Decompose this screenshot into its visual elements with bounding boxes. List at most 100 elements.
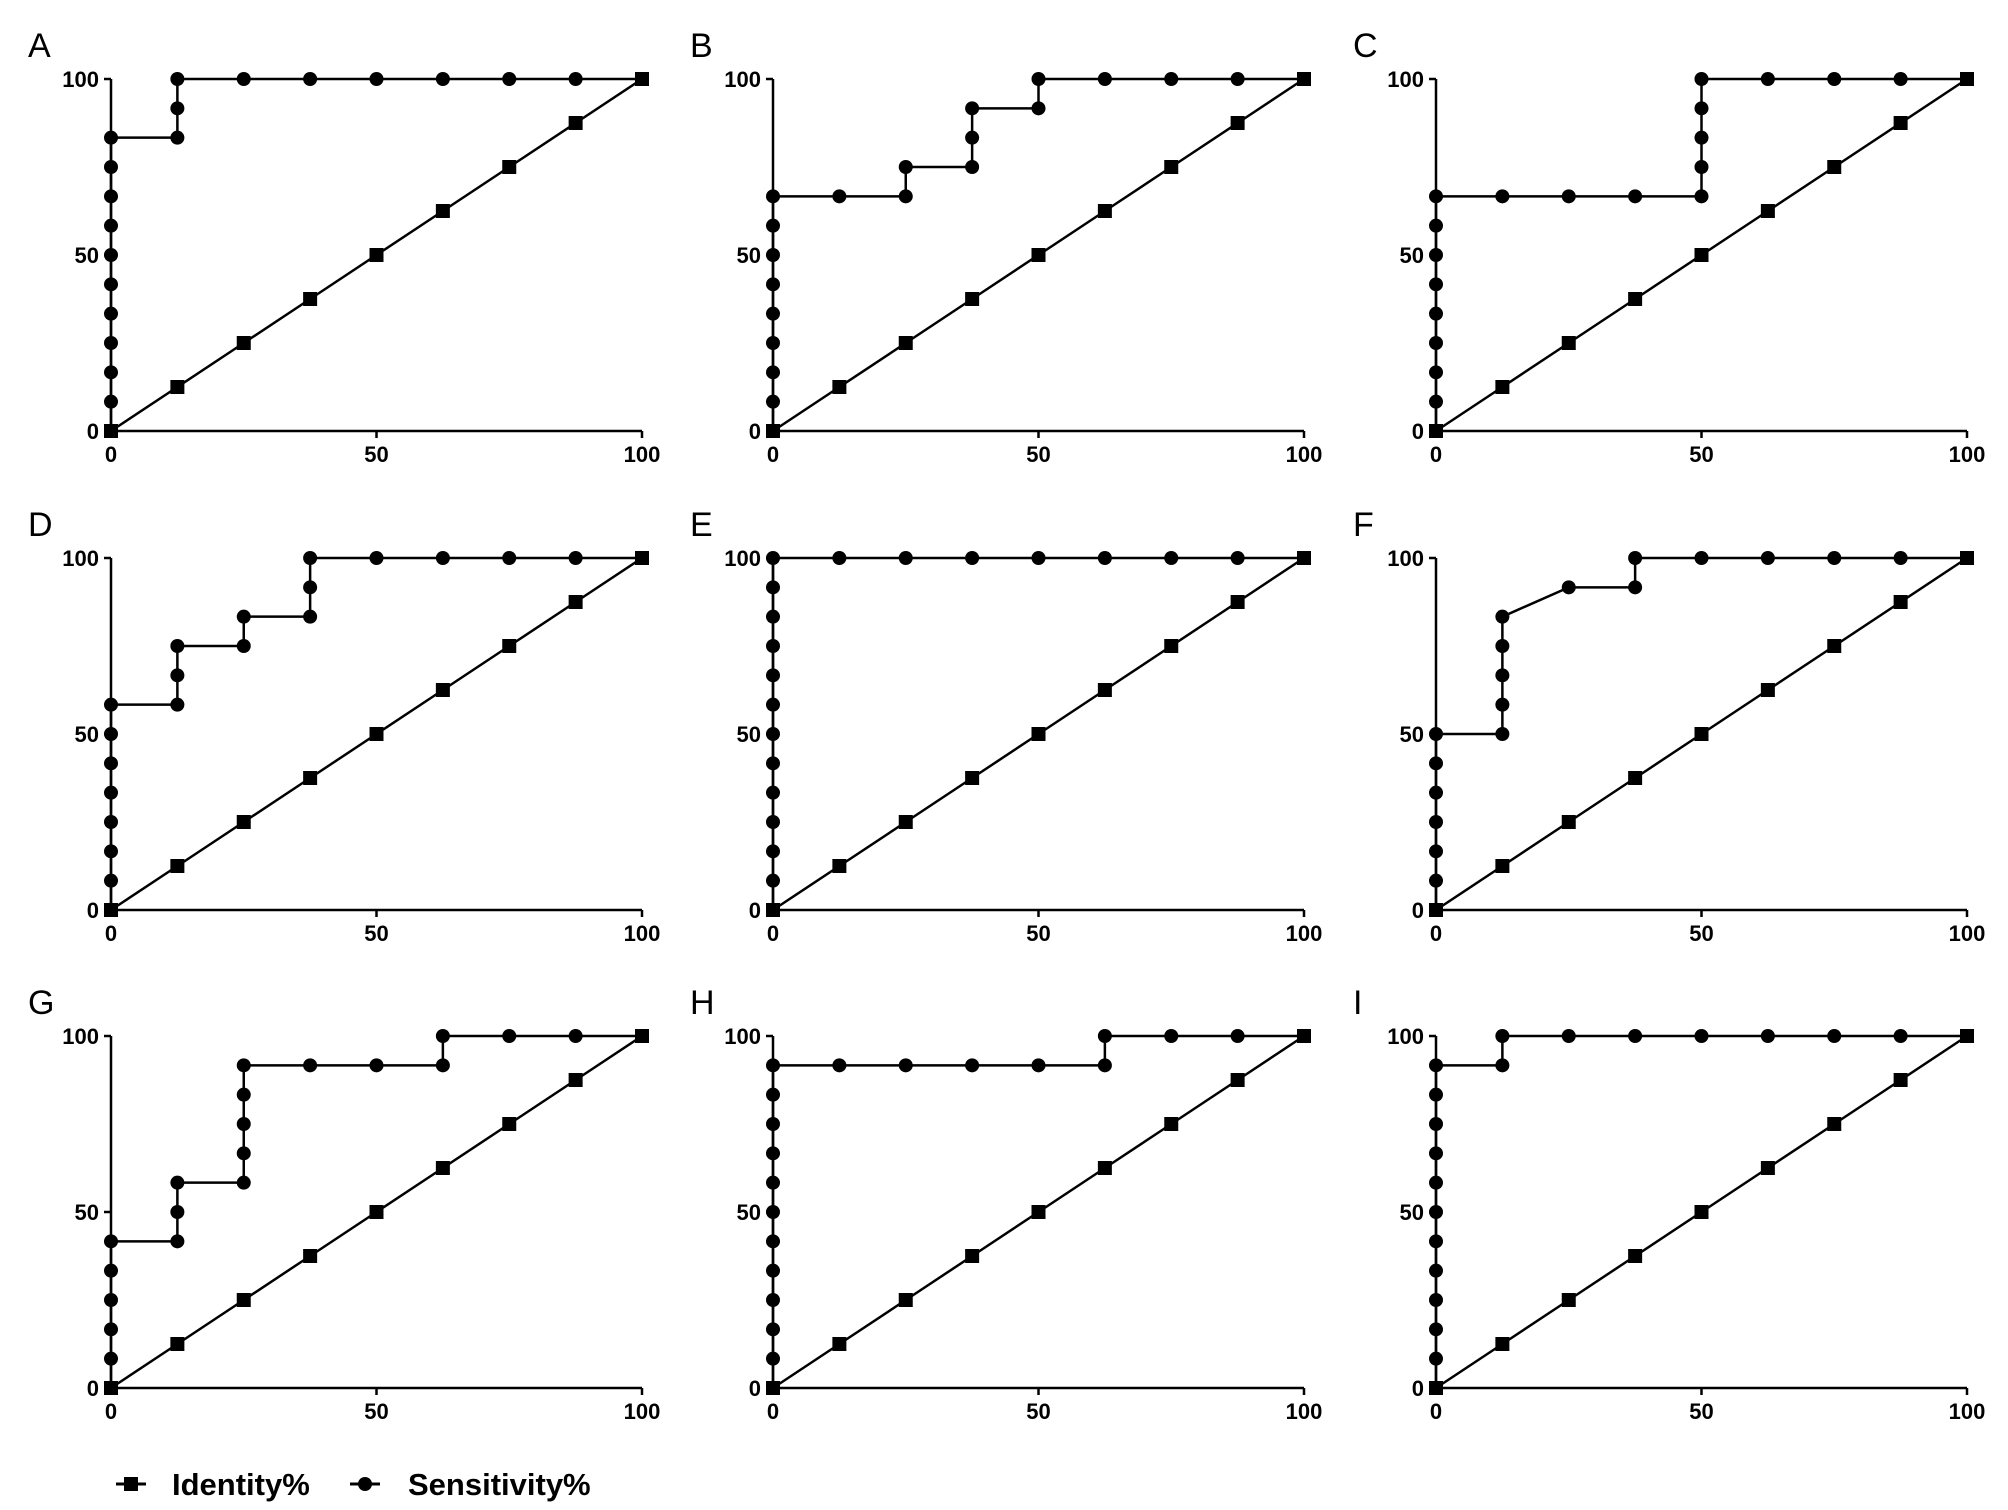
identity-point-f-3	[1628, 771, 1643, 785]
identity-point-i-7	[1893, 1073, 1908, 1087]
identity-point-h-4	[1031, 1205, 1046, 1219]
identity-point-d-3	[303, 771, 318, 785]
panel-label-d: D	[28, 506, 53, 544]
identity-point-d-1	[170, 859, 185, 873]
sensitivity-point-a-14	[236, 72, 251, 86]
sensitivity-point-g-13	[236, 1058, 251, 1073]
sensitivity-point-c-4	[1429, 306, 1443, 321]
identity-point-b-1	[832, 380, 847, 394]
sensitivity-point-h-15	[1031, 1058, 1046, 1073]
sensitivity-point-i-13	[1495, 1029, 1510, 1043]
identity-point-f-1	[1495, 859, 1510, 873]
y-tick-label-d-0: 0	[87, 898, 99, 923]
sensitivity-point-c-2	[1429, 365, 1443, 380]
sensitivity-point-e-19	[1230, 551, 1245, 565]
identity-point-b-2	[898, 336, 913, 350]
y-tick-label-d-1: 50	[75, 722, 99, 747]
sensitivity-point-a-20	[635, 72, 649, 86]
y-tick-label-a-0: 0	[87, 419, 99, 444]
sensitivity-point-d-1	[104, 873, 118, 888]
identity-point-c-3	[1628, 292, 1643, 306]
x-tick-label-d-1: 50	[364, 921, 388, 946]
identity-point-h-7	[1230, 1073, 1245, 1087]
sensitivity-point-i-2	[1429, 1322, 1443, 1337]
sensitivity-point-b-11	[898, 160, 913, 174]
sensitivity-point-b-1	[766, 394, 780, 409]
identity-point-g-7	[568, 1073, 583, 1087]
x-tick-label-d-2: 100	[624, 921, 661, 946]
identity-point-c-1	[1495, 380, 1510, 394]
sensitivity-point-i-15	[1628, 1029, 1643, 1043]
sensitivity-point-f-11	[1495, 609, 1510, 624]
sensitivity-point-g-11	[236, 1117, 251, 1131]
sensitivity-point-i-8	[1429, 1146, 1443, 1161]
x-tick-label-g-1: 50	[364, 1399, 388, 1424]
sensitivity-point-h-7	[766, 1175, 780, 1190]
identity-point-h-3	[965, 1249, 980, 1263]
identity-point-c-6	[1827, 160, 1842, 174]
sensitivity-point-h-13	[898, 1058, 913, 1073]
sensitivity-point-f-7	[1495, 727, 1510, 741]
identity-point-g-1	[170, 1337, 185, 1351]
sensitivity-point-c-8	[1429, 189, 1443, 204]
sensitivity-point-h-19	[1230, 1029, 1245, 1043]
sensitivity-point-a-19	[568, 72, 583, 86]
y-tick-label-e-0: 0	[749, 898, 761, 923]
y-tick-label-f-1: 50	[1400, 722, 1424, 747]
x-tick-label-b-1: 50	[1026, 442, 1050, 467]
sensitivity-point-a-16	[369, 72, 384, 86]
sensitivity-point-i-11	[1429, 1058, 1443, 1073]
sensitivity-point-h-4	[766, 1263, 780, 1278]
sensitivity-point-a-17	[435, 72, 450, 86]
sensitivity-point-e-6	[766, 727, 780, 741]
identity-point-e-1	[832, 859, 847, 873]
sensitivity-point-b-5	[766, 277, 780, 292]
sensitivity-point-e-4	[766, 785, 780, 800]
sensitivity-point-d-6	[104, 727, 118, 741]
panel-e: E 0 50 100 0 50 100	[690, 506, 1322, 946]
sensitivity-point-a-15	[303, 72, 318, 86]
sensitivity-point-g-6	[170, 1234, 185, 1249]
identity-point-f-7	[1893, 595, 1908, 609]
sensitivity-point-i-4	[1429, 1263, 1443, 1278]
y-tick-label-a-2: 100	[62, 67, 99, 92]
sensitivity-point-f-4	[1429, 785, 1443, 800]
sensitivity-point-a-3	[104, 336, 118, 350]
sensitivity-point-e-16	[1031, 551, 1046, 565]
sensitivity-point-b-19	[1230, 72, 1245, 86]
sensitivity-point-g-10	[236, 1146, 251, 1161]
sensitivity-point-e-20	[1297, 551, 1311, 565]
sensitivity-point-b-15	[1031, 101, 1046, 116]
x-tick-label-b-0: 0	[767, 442, 779, 467]
y-tick-label-i-2: 100	[1387, 1024, 1424, 1049]
identity-point-b-3	[965, 292, 980, 306]
sensitivity-point-c-17	[1760, 72, 1775, 86]
sensitivity-point-h-8	[766, 1146, 780, 1161]
x-tick-label-a-1: 50	[364, 442, 388, 467]
sensitivity-point-b-20	[1297, 72, 1311, 86]
sensitivity-point-g-3	[104, 1293, 118, 1307]
sensitivity-point-i-3	[1429, 1293, 1443, 1307]
sensitivity-point-b-0	[766, 424, 780, 438]
identity-point-c-4	[1694, 248, 1709, 262]
sensitivity-point-f-9	[1495, 668, 1510, 683]
sensitivity-point-g-20	[635, 1029, 649, 1043]
sensitivity-point-e-0	[766, 903, 780, 917]
sensitivity-point-d-20	[635, 551, 649, 565]
identity-point-g-6	[502, 1117, 517, 1131]
sensitivity-point-d-10	[170, 639, 185, 653]
sensitivity-point-f-17	[1827, 551, 1842, 565]
panel-label-e: E	[690, 506, 713, 544]
sensitivity-point-d-0	[104, 903, 118, 917]
identity-point-c-2	[1561, 336, 1576, 350]
sensitivity-point-i-6	[1429, 1205, 1443, 1219]
sensitivity-point-f-0	[1429, 903, 1443, 917]
sensitivity-point-d-11	[236, 639, 251, 653]
sensitivity-point-e-8	[766, 668, 780, 683]
sensitivity-point-g-7	[170, 1205, 185, 1219]
sensitivity-point-a-4	[104, 306, 118, 321]
identity-point-d-7	[568, 595, 583, 609]
sensitivity-point-a-7	[104, 218, 118, 233]
sensitivity-point-e-9	[766, 639, 780, 653]
sensitivity-point-e-5	[766, 756, 780, 771]
